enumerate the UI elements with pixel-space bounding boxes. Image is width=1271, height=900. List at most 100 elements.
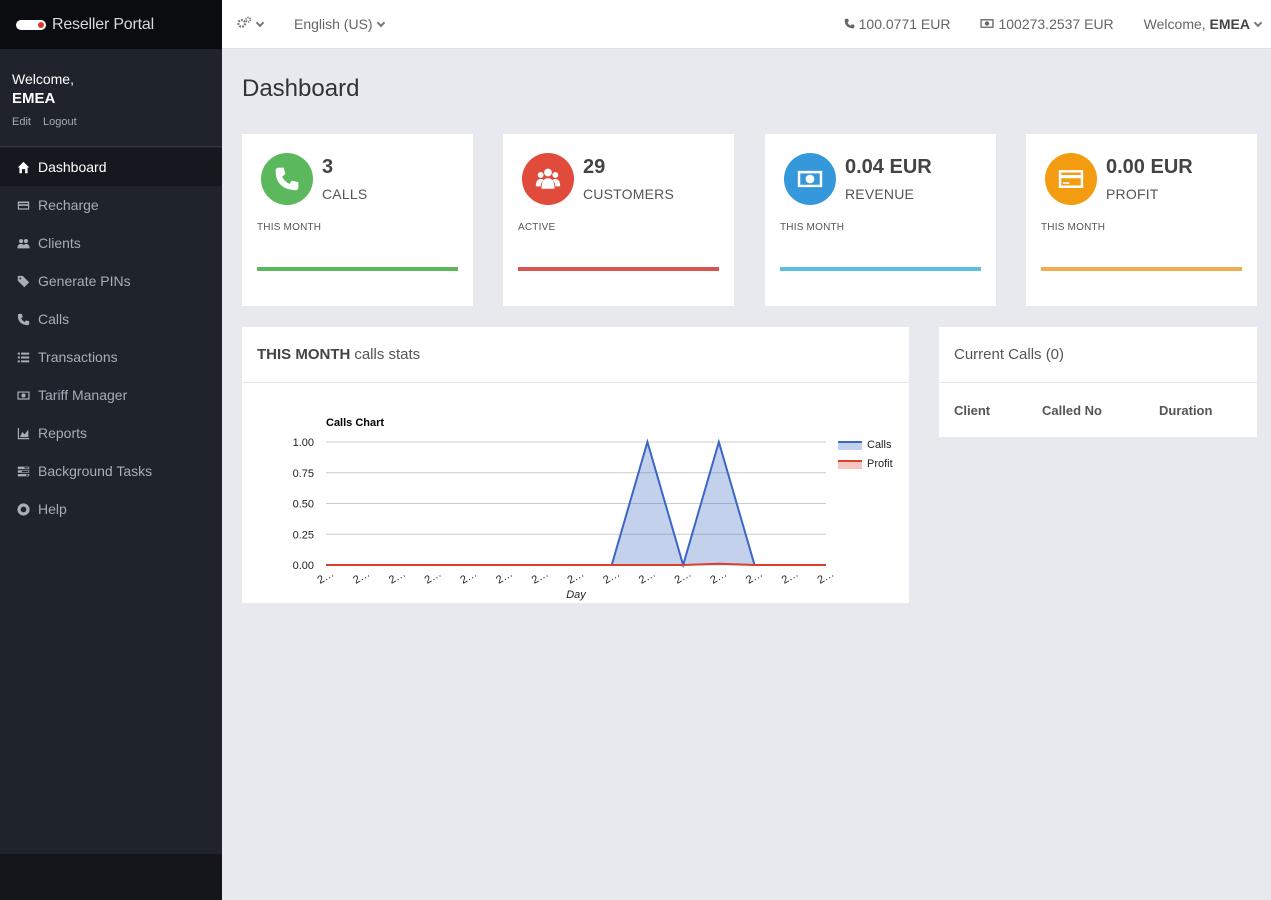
sidebar-item-label: Help	[38, 501, 67, 517]
sidebar-item-help[interactable]: Help	[0, 490, 222, 528]
chart-x-tick-label: 2…	[673, 568, 694, 587]
calls-chart: Calls Chart 1.00 0.75 0.50 0.25 0.00 2… 2… 2… 2…	[293, 417, 893, 601]
stat-sub: THIS MONTH	[1041, 222, 1106, 233]
balance-money[interactable]: 100273.2537 EUR	[980, 16, 1114, 32]
sidebar-item-generate-pins[interactable]: Generate PINs	[0, 262, 222, 300]
sidebar-item-transactions[interactable]: Transactions	[0, 338, 222, 376]
sidebar-item-clients[interactable]: Clients	[0, 224, 222, 262]
stat-progress-bar	[780, 267, 981, 271]
user-welcome: Welcome,	[12, 71, 74, 87]
page-title: Dashboard	[242, 75, 360, 102]
chart-x-tick-label: 2…	[316, 568, 337, 587]
welcome-prefix: Welcome,	[1143, 16, 1206, 32]
sidebar-item-label: Tariff Manager	[38, 387, 128, 403]
money-icon	[16, 389, 30, 401]
chart-line-profit	[326, 562, 826, 566]
home-icon	[16, 161, 30, 173]
sidebar-footer	[0, 854, 222, 900]
stat-label: PROFIT	[1106, 186, 1159, 202]
phone-icon	[844, 16, 855, 32]
chart-x-tick-label: 2…	[601, 568, 622, 587]
chevron-down-icon	[376, 18, 385, 27]
chart-title: Calls Chart	[326, 417, 384, 429]
edit-link[interactable]: Edit	[12, 116, 31, 128]
language-dropdown[interactable]: English (US)	[294, 16, 385, 32]
chart-series	[325, 438, 827, 569]
sidebar-item-label: Generate PINs	[38, 273, 131, 289]
chart-legend: Calls Profit	[838, 439, 893, 470]
current-calls-panel: Current Calls (0) Client Called No Durat…	[939, 327, 1257, 437]
balance-money-value: 100273.2537 EUR	[998, 16, 1114, 32]
cogs-icon	[237, 16, 252, 32]
chart-x-tick-label: 2…	[708, 568, 729, 587]
legend-swatch-calls	[838, 442, 862, 450]
brand[interactable]: Reseller Portal	[0, 0, 222, 49]
legend-label-calls: Calls	[867, 439, 892, 451]
stat-progress-bar	[257, 267, 458, 271]
settings-dropdown[interactable]	[237, 16, 265, 32]
chart-area-calls	[326, 442, 826, 565]
current-calls-table-header: Client Called No Duration	[939, 383, 1257, 437]
panel-title-rest: calls stats	[354, 346, 421, 363]
chart-y-tick-label: 0.75	[293, 468, 314, 480]
column-header-client: Client	[954, 402, 991, 418]
stat-sub: THIS MONTH	[780, 222, 845, 233]
brand-title: Reseller Portal	[52, 15, 154, 33]
current-calls-title: Current Calls (0)	[954, 346, 1065, 363]
phone-icon	[16, 313, 30, 325]
stat-value: 29	[583, 156, 606, 178]
area-chart-icon	[16, 427, 30, 439]
user-name: EMEA	[12, 90, 56, 107]
users-icon	[522, 153, 574, 205]
tags-icon	[16, 275, 30, 287]
logout-link[interactable]: Logout	[43, 116, 77, 128]
sidebar-item-label: Clients	[38, 235, 81, 251]
calls-stats-panel: THIS MONTH calls stats Calls Chart 1.00 0…	[242, 327, 909, 603]
legend-label-profit: Profit	[867, 458, 893, 470]
sidebar-item-tariff-manager[interactable]: Tariff Manager	[0, 376, 222, 414]
stat-label: CALLS	[322, 186, 368, 202]
sidebar-item-background-tasks[interactable]: Background Tasks	[0, 452, 222, 490]
stat-card-customers: 29 CUSTOMERS ACTIVE	[503, 134, 734, 306]
chart-x-tick-label: 2…	[780, 568, 801, 587]
chart-x-tick-label: 2…	[423, 568, 444, 587]
credit-card-icon	[1045, 153, 1097, 205]
chart-x-tick-label: 2…	[637, 568, 658, 587]
chevron-down-icon	[255, 18, 265, 27]
balance-credit-value: 100.0771 EUR	[858, 16, 951, 32]
chart-x-tick-label: 2…	[744, 568, 765, 587]
sidebar-item-calls[interactable]: Calls	[0, 300, 222, 338]
chart-y-axis: 1.00 0.75 0.50 0.25 0.00	[293, 437, 314, 572]
chart-y-tick-label: 0.25	[293, 529, 314, 541]
sidebar-item-label: Dashboard	[38, 159, 107, 175]
legend-swatch-profit	[838, 461, 862, 469]
panel-header: THIS MONTH calls stats	[242, 327, 909, 383]
sidebar-item-label: Reports	[38, 425, 88, 441]
chart-x-tick-label: 2…	[494, 568, 515, 587]
sidebar-item-dashboard[interactable]: Dashboard	[0, 148, 222, 186]
chevron-down-icon	[1253, 18, 1263, 27]
user-menu[interactable]: Welcome, EMEA	[1143, 16, 1263, 32]
phone-icon	[261, 153, 313, 205]
stat-value: 0.00 EUR	[1106, 156, 1193, 178]
chart-y-tick-label: 1.00	[293, 437, 314, 449]
chart-x-tick-label: 2…	[816, 568, 837, 587]
sidebar: Reseller Portal Welcome, EMEA Edit Logou…	[0, 0, 222, 900]
sidebar-item-label: Transactions	[38, 349, 118, 365]
stat-label: REVENUE	[845, 186, 915, 202]
sidebar-item-reports[interactable]: Reports	[0, 414, 222, 452]
money-icon	[784, 153, 836, 205]
chart-grid	[326, 441, 826, 566]
stat-value: 0.04 EUR	[845, 156, 932, 178]
chart-y-tick-label: 0.50	[293, 499, 314, 511]
users-icon	[16, 237, 30, 249]
sidebar-item-recharge[interactable]: Recharge	[0, 186, 222, 224]
panel-title-bold: THIS MONTH	[257, 346, 351, 363]
stat-sub: THIS MONTH	[257, 222, 322, 233]
chart-x-axis: 2… 2… 2… 2… 2… 2… 2… 2… 2… 2… 2… 2… 2… 2… 2…	[316, 568, 837, 587]
list-icon	[16, 351, 30, 363]
stat-label: CUSTOMERS	[583, 186, 674, 202]
stat-progress-bar	[1041, 267, 1242, 271]
chart-y-tick-label: 0.00	[293, 560, 314, 572]
balance-credit[interactable]: 100.0771 EUR	[844, 16, 951, 32]
